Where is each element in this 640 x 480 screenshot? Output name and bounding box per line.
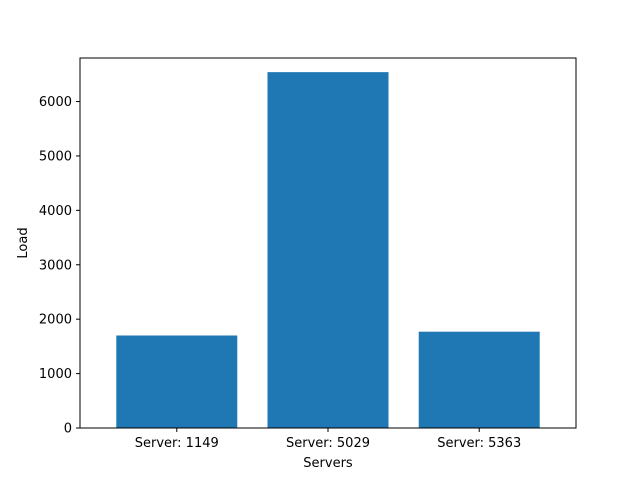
x-axis-ticks: Server: 1149 Server: 5029 Server: 5363 bbox=[135, 428, 521, 451]
bar-0 bbox=[116, 335, 238, 428]
y-tick-label-5: 5000 bbox=[39, 149, 72, 164]
y-tick-label-1: 1000 bbox=[39, 367, 72, 382]
bar-1 bbox=[267, 72, 389, 428]
plot-frame bbox=[79, 57, 577, 429]
y-axis-ticks: 0 1000 2000 3000 4000 5000 6000 bbox=[39, 95, 80, 437]
y-tick-label-2: 2000 bbox=[39, 313, 72, 328]
y-tick-label-3: 3000 bbox=[39, 258, 72, 273]
y-tick-label-6: 6000 bbox=[39, 95, 72, 110]
x-tick-label-1: Server: 5029 bbox=[286, 436, 370, 451]
bars-group bbox=[116, 72, 540, 428]
x-tick-label-2: Server: 5363 bbox=[437, 436, 521, 451]
bar-2 bbox=[418, 331, 540, 428]
y-axis-title: Load bbox=[16, 227, 31, 258]
y-tick-label-4: 4000 bbox=[39, 204, 72, 219]
y-tick-label-0: 0 bbox=[64, 422, 72, 437]
x-tick-label-0: Server: 1149 bbox=[135, 436, 219, 451]
x-axis-title: Servers bbox=[303, 456, 353, 471]
